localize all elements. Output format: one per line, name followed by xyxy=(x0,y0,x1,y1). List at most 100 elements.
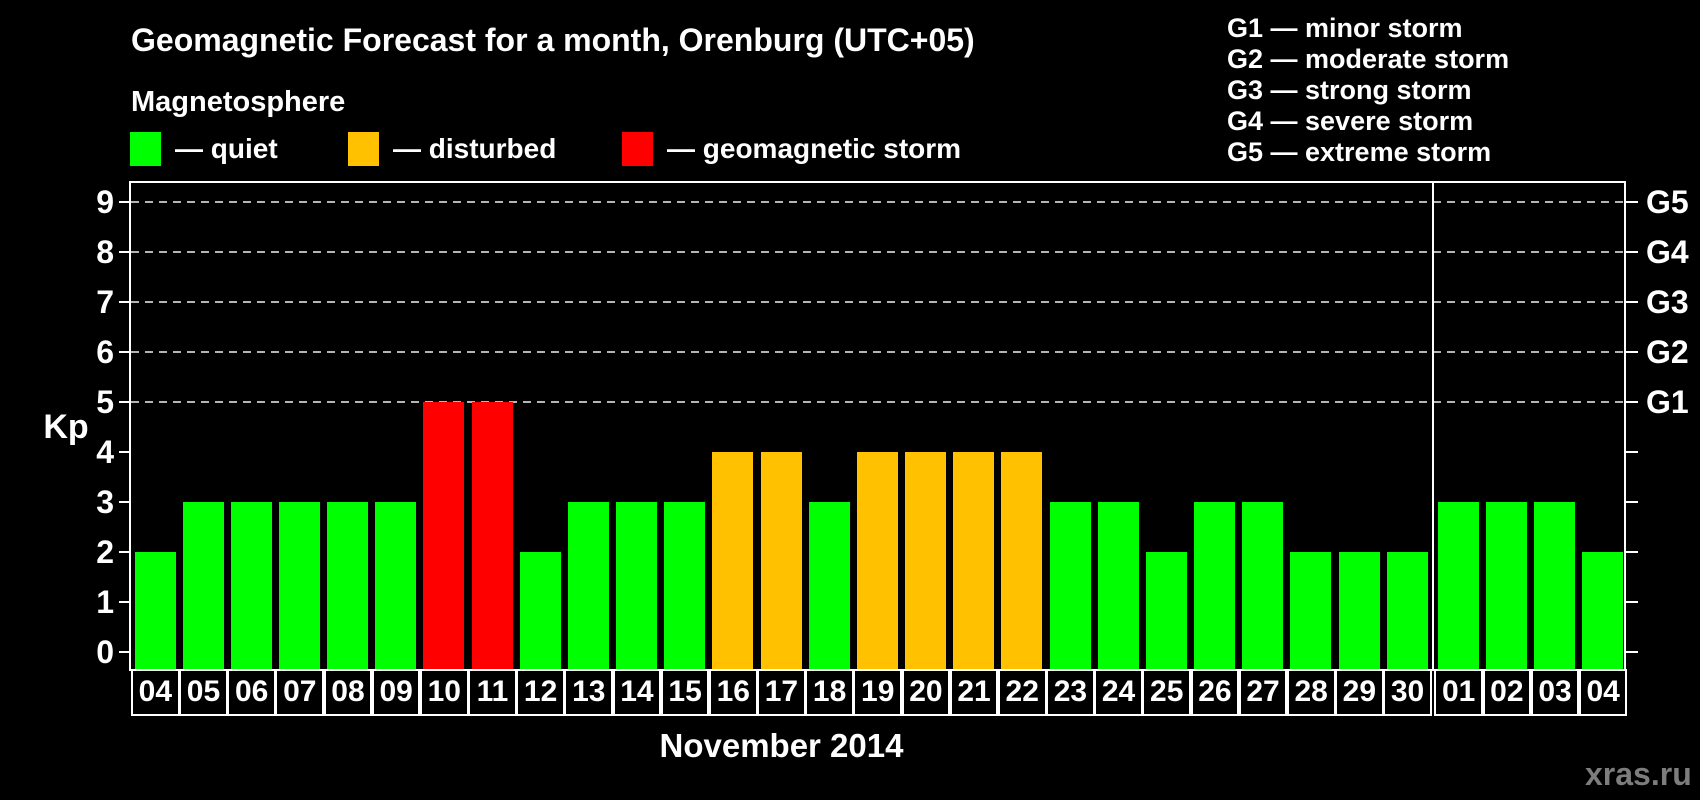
g-scale-label-g4: G4 xyxy=(1646,234,1689,270)
day-label: 24 xyxy=(1094,669,1143,716)
day-label: 04 xyxy=(1578,669,1628,716)
kp-bar xyxy=(953,452,995,669)
left-axis-tick xyxy=(119,201,131,203)
kp-bar xyxy=(856,452,898,669)
kp-bar xyxy=(471,402,513,669)
storm-scale-g5: G5 — extreme storm xyxy=(1227,137,1492,167)
kp-bar xyxy=(1582,552,1624,669)
day-label: 20 xyxy=(901,669,951,716)
kp-bar xyxy=(808,502,850,669)
right-axis-tick xyxy=(1626,501,1638,503)
y-tick-label: 6 xyxy=(96,334,114,370)
quiet-swatch xyxy=(130,131,161,166)
left-axis-tick xyxy=(119,401,131,403)
day-label: 12 xyxy=(516,669,565,716)
magnetosphere-label: Magnetosphere xyxy=(131,86,346,118)
day-label: 28 xyxy=(1286,669,1336,716)
right-axis-tick xyxy=(1626,251,1638,253)
day-label: 03 xyxy=(1530,669,1580,716)
day-label: 01 xyxy=(1434,669,1483,716)
right-axis-tick xyxy=(1626,651,1638,653)
kp-bar xyxy=(905,452,947,669)
day-label: 27 xyxy=(1238,669,1288,716)
day-label: 16 xyxy=(708,669,758,716)
right-axis-tick xyxy=(1626,201,1638,203)
kp-bar xyxy=(327,502,369,669)
day-label: 11 xyxy=(468,669,517,716)
disturbed-label: — disturbed xyxy=(393,132,557,164)
gridline-kp9 xyxy=(131,201,1624,203)
legend-item-disturbed: — disturbed xyxy=(348,130,556,167)
day-label: 30 xyxy=(1383,669,1432,716)
kp-bar xyxy=(375,502,417,669)
kp-bar xyxy=(230,502,272,669)
y-tick-label: 8 xyxy=(96,234,114,270)
day-label: 05 xyxy=(179,669,228,716)
y-tick-label: 4 xyxy=(96,434,114,470)
storm-scale-g3: G3 — strong storm xyxy=(1227,75,1472,105)
day-label: 25 xyxy=(1142,669,1192,716)
g-scale-label-g5: G5 xyxy=(1646,184,1689,220)
plot-area xyxy=(129,181,1626,671)
right-axis-tick xyxy=(1626,401,1638,403)
day-label: 18 xyxy=(805,669,854,716)
day-label: 17 xyxy=(757,669,806,716)
x-axis-title: November 2014 xyxy=(659,727,904,764)
left-axis-tick xyxy=(119,551,131,553)
right-axis-tick xyxy=(1626,551,1638,553)
y-axis-title: Kp xyxy=(43,408,89,446)
kp-bar xyxy=(712,452,754,669)
g-scale-label-g2: G2 xyxy=(1646,334,1689,370)
y-tick-label: 7 xyxy=(96,284,114,320)
kp-bar xyxy=(1097,502,1139,669)
day-label: 14 xyxy=(612,669,662,716)
y-tick-label: 1 xyxy=(96,584,114,620)
watermark: xras.ru xyxy=(1585,756,1692,792)
kp-bar xyxy=(1194,502,1236,669)
kp-bar xyxy=(616,502,658,669)
kp-bar xyxy=(1001,452,1043,669)
left-axis-tick xyxy=(119,651,131,653)
day-label: 07 xyxy=(275,669,325,716)
day-label: 19 xyxy=(853,669,903,716)
right-axis-tick xyxy=(1626,301,1638,303)
storm-label: — geomagnetic storm xyxy=(667,132,962,164)
y-tick-label: 5 xyxy=(96,384,114,420)
legend-item-quiet: — quiet xyxy=(130,130,278,167)
y-tick-label: 0 xyxy=(96,634,114,670)
y-tick-label: 3 xyxy=(96,484,114,520)
day-label: 04 xyxy=(131,669,180,716)
quiet-label: — quiet xyxy=(175,132,278,164)
kp-bar xyxy=(134,552,176,669)
kp-bar xyxy=(1049,502,1091,669)
day-label: 21 xyxy=(949,669,999,716)
storm-scale-g1: G1 — minor storm xyxy=(1227,13,1463,43)
kp-bar xyxy=(1386,552,1428,669)
kp-bar xyxy=(1242,502,1284,669)
day-label: 29 xyxy=(1335,669,1384,716)
kp-bar xyxy=(1534,502,1576,669)
right-axis-tick xyxy=(1626,451,1638,453)
gridline-kp6 xyxy=(131,351,1624,353)
left-axis-tick xyxy=(119,501,131,503)
kp-bar xyxy=(1145,552,1187,669)
left-axis-tick xyxy=(119,251,131,253)
kp-bar xyxy=(760,452,802,669)
g-scale-label-g1: G1 xyxy=(1646,384,1689,420)
storm-scale-g2: G2 — moderate storm xyxy=(1227,44,1510,74)
kp-bar xyxy=(567,502,609,669)
y-tick-label: 2 xyxy=(96,534,114,570)
day-label: 15 xyxy=(660,669,710,716)
day-label: 02 xyxy=(1482,669,1532,716)
day-label: 06 xyxy=(227,669,276,716)
legend-item-storm: — geomagnetic storm xyxy=(622,130,961,167)
kp-bar xyxy=(423,402,465,669)
y-tick-label: 9 xyxy=(96,184,114,220)
day-label: 08 xyxy=(323,669,373,716)
kp-bar xyxy=(1437,502,1479,669)
kp-bar xyxy=(519,552,561,669)
day-label: 26 xyxy=(1190,669,1240,716)
gridline-kp5 xyxy=(131,401,1624,403)
chart-title: Geomagnetic Forecast for a month, Orenbu… xyxy=(131,22,975,58)
